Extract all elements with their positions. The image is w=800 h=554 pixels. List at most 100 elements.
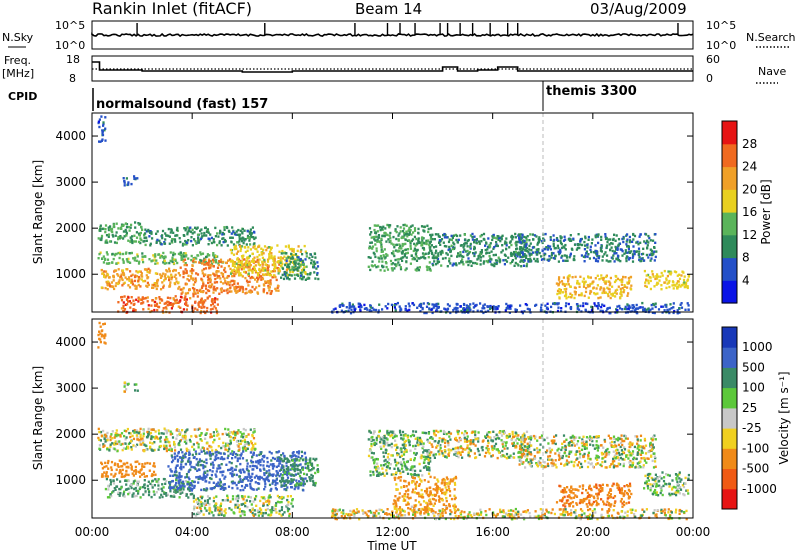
- velocity-cell: [247, 469, 250, 473]
- power-cell: [567, 295, 570, 299]
- power-cell: [631, 260, 635, 263]
- velocity-cell: [150, 474, 153, 478]
- power-cell: [104, 270, 108, 273]
- power-cell: [143, 233, 146, 237]
- power-cell: [649, 259, 652, 262]
- velocity-cell: [166, 493, 169, 496]
- velocity-cell: [257, 487, 260, 490]
- power-cell: [563, 294, 567, 298]
- power-cell: [249, 231, 252, 234]
- power-cell: [378, 240, 381, 243]
- power-cell: [252, 276, 255, 279]
- power-cell: [510, 254, 513, 257]
- power-cell: [422, 247, 425, 250]
- power-cell: [450, 254, 453, 258]
- velocity-cell: [135, 431, 138, 434]
- power-cell: [440, 238, 444, 241]
- velocity-cell: [173, 452, 176, 455]
- velocity-cell: [191, 484, 194, 487]
- power-cell: [384, 256, 387, 259]
- power-cell: [148, 271, 151, 274]
- power-cell: [679, 285, 682, 288]
- power-cell: [604, 235, 607, 238]
- power-cell: [293, 260, 296, 263]
- power-cell: [428, 307, 431, 310]
- power-cell: [607, 238, 610, 241]
- velocity-cell: [127, 442, 130, 445]
- velocity-cell: [190, 481, 193, 485]
- power-cell: [241, 228, 244, 231]
- velocity-cell: [218, 467, 221, 470]
- velocity-cell: [267, 465, 271, 468]
- power-cell: [137, 283, 140, 287]
- power-cell: [219, 229, 222, 233]
- velocity-cell: [292, 451, 295, 454]
- power-cell: [233, 262, 236, 266]
- velocity-cell: [130, 483, 133, 487]
- power-cell: [176, 226, 179, 230]
- power-cell: [436, 309, 439, 313]
- power-cell: [653, 311, 656, 315]
- power-cell: [101, 257, 104, 260]
- power-cell: [235, 287, 238, 290]
- velocity-cell: [240, 435, 243, 438]
- power-cell: [597, 302, 600, 305]
- velocity-cell: [230, 461, 233, 465]
- power-cell: [112, 225, 115, 228]
- velocity-cell: [236, 459, 239, 463]
- power-cell: [128, 229, 131, 232]
- power-cell: [216, 287, 219, 290]
- velocity-cell: [147, 427, 150, 431]
- power-cell: [219, 277, 222, 280]
- velocity-cell: [121, 465, 124, 468]
- power-cell: [430, 249, 433, 252]
- power-cell: [156, 308, 159, 312]
- power-cell: [550, 253, 553, 257]
- power-cell: [495, 259, 499, 262]
- power-cell: [97, 237, 100, 240]
- power-cell: [567, 238, 570, 241]
- power-cell: [139, 241, 142, 245]
- power-cell: [627, 258, 630, 261]
- power-cell: [136, 271, 139, 274]
- power-cell: [259, 264, 262, 267]
- power-cell: [241, 231, 244, 234]
- power-cell: [608, 290, 611, 294]
- power-cell: [632, 304, 635, 307]
- power-cell: [385, 262, 388, 265]
- power-cell: [616, 254, 620, 257]
- velocity-cell: [249, 451, 252, 454]
- power-cell: [312, 266, 315, 269]
- power-cell: [416, 266, 419, 269]
- power-cell: [514, 236, 517, 239]
- power-cell: [103, 129, 106, 132]
- velocity-cell: [241, 478, 245, 482]
- velocity-cell: [247, 479, 250, 482]
- velocity-cell: [226, 433, 229, 436]
- power-cell: [113, 241, 117, 244]
- velocity-cell: [174, 484, 177, 487]
- power-cell: [211, 283, 214, 286]
- power-cell: [199, 251, 202, 254]
- velocity-cell: [307, 469, 311, 472]
- velocity-cell: [212, 452, 215, 456]
- power-cell: [609, 238, 612, 241]
- velocity-cell: [230, 431, 233, 434]
- velocity-cell: [266, 460, 269, 464]
- power-cell: [374, 232, 378, 235]
- velocity-cell: [297, 468, 300, 471]
- power-cell: [590, 250, 593, 254]
- velocity-cell: [126, 427, 129, 431]
- velocity-cell: [275, 502, 278, 505]
- power-cell: [110, 227, 114, 231]
- power-cell: [583, 260, 586, 263]
- power-cell: [239, 259, 242, 263]
- power-cell: [201, 235, 204, 238]
- power-cell: [201, 269, 204, 272]
- power-cell: [656, 275, 660, 278]
- power-cell: [514, 242, 517, 245]
- power-cell: [600, 274, 603, 277]
- velocity-cell: [215, 450, 218, 454]
- velocity-cell: [231, 486, 234, 490]
- power-cell: [624, 251, 628, 254]
